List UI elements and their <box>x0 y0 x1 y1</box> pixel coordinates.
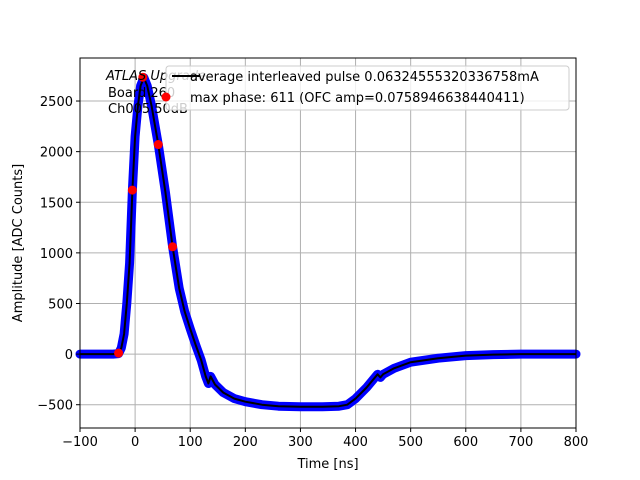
y-tick-label: 1000 <box>40 247 73 262</box>
legend-entry-pulse: average interleaved pulse 0.063245553203… <box>190 70 539 85</box>
x-tick-label: 0 <box>131 435 139 450</box>
legend-entry-max-phase: max phase: 611 (OFC amp=0.07589466384404… <box>190 91 525 106</box>
annotation-line-2: Board 260 <box>108 86 175 101</box>
x-tick-label: 600 <box>453 435 478 450</box>
max-phase-point <box>127 185 137 195</box>
x-axis-label: Time [ns] <box>296 457 358 472</box>
y-tick-label: 1500 <box>40 196 73 211</box>
max-phase-point <box>168 242 178 252</box>
x-tick-label: 100 <box>178 435 203 450</box>
x-tick-label: 300 <box>288 435 313 450</box>
x-tick-label: 500 <box>398 435 423 450</box>
legend: average interleaved pulse 0.063245553203… <box>161 65 570 111</box>
x-tick-label: 700 <box>508 435 533 450</box>
x-ticks: −100 0 100 200 300 400 500 600 700 800 <box>62 428 588 450</box>
axes-frame <box>79 57 577 429</box>
y-tick-label: 2000 <box>40 146 73 161</box>
x-tick-label: 800 <box>564 435 589 450</box>
y-tick-label: 2500 <box>40 95 73 110</box>
y-ticks: −500 0 500 1000 1500 2000 2500 <box>37 95 80 414</box>
max-phase-point <box>138 72 148 82</box>
x-tick-label: 400 <box>343 435 368 450</box>
y-tick-label: 500 <box>48 297 73 312</box>
max-phase-point <box>114 348 124 358</box>
y-tick-label: −500 <box>37 399 73 414</box>
legend-dot-marker <box>161 92 171 102</box>
x-tick-label: −100 <box>62 435 98 450</box>
average-pulse-line <box>80 76 576 408</box>
y-axis-label: Amplitude [ADC Counts] <box>11 164 26 322</box>
y-tick-label: 0 <box>65 348 73 363</box>
x-tick-label: 200 <box>233 435 258 450</box>
max-phase-point <box>153 140 163 150</box>
legend-box <box>165 65 570 111</box>
plot-data <box>75 72 581 412</box>
